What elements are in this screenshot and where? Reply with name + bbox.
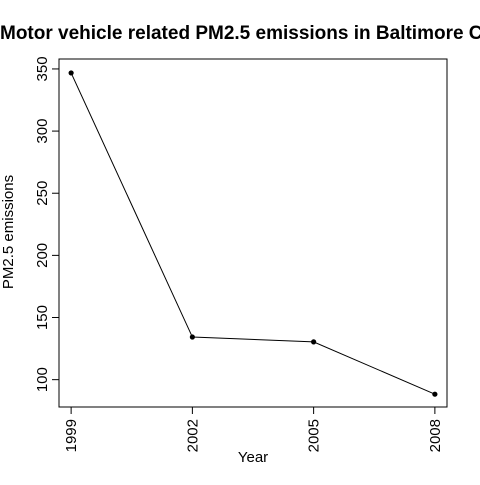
x-tick-label: 2008 [427,419,444,452]
x-tick-label: 2002 [184,419,201,452]
series-line [70,72,436,395]
plot-frame [58,58,448,408]
y-tick-label: 200 [34,243,51,268]
x-tick-label: 2005 [306,419,323,452]
x-axis-label: Year [238,449,268,466]
y-tick-label: 300 [34,119,51,144]
y-tick-label: 350 [34,56,51,81]
y-axis: 100 150 200 250 300 350 [34,56,60,392]
data-point [68,70,74,76]
y-tick-label: 150 [34,305,51,330]
y-tick-label: 100 [34,367,51,392]
y-axis-label: PM2.5 emissions [0,175,17,289]
x-axis: 1999 2002 2005 2008 [63,406,444,452]
data-point [432,391,438,397]
series-points [68,70,438,397]
chart-title: Motor vehicle related PM2.5 emissions in… [0,23,480,44]
x-tick-label: 1999 [63,419,80,452]
data-point [311,339,317,345]
data-point [189,334,195,340]
y-tick-label: 250 [34,181,51,206]
